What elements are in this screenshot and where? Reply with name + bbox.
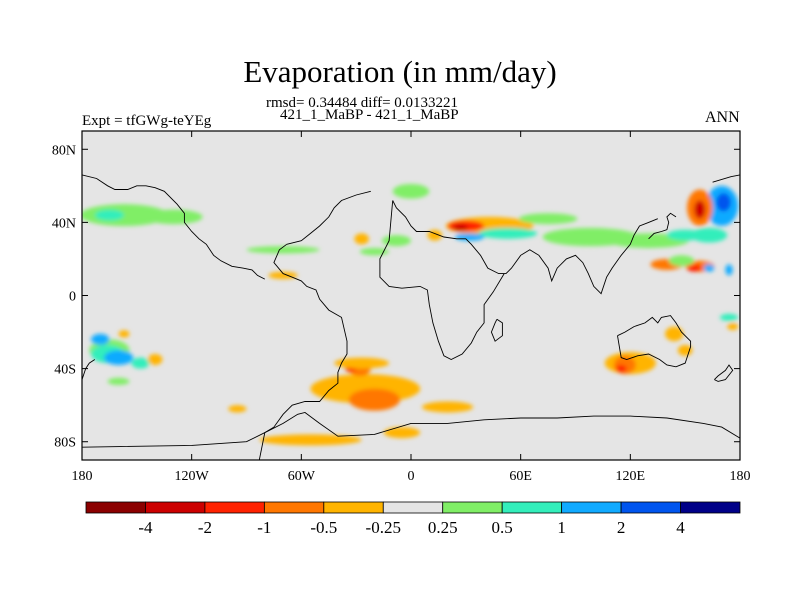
y-tick-label-1: 40N [52, 216, 76, 231]
anomaly-region-44 [383, 427, 421, 439]
anomaly-region-9 [694, 200, 706, 219]
anomaly-region-52 [719, 313, 739, 322]
coastline-layer [82, 174, 740, 460]
anomaly-region-20 [478, 227, 538, 239]
anomaly-region-25 [381, 235, 411, 247]
coastline-2 [392, 200, 658, 295]
anomaly-region-39 [348, 388, 401, 411]
colorbar-label-8: 2 [617, 518, 626, 537]
x-tick-label-6: 180 [730, 469, 751, 484]
colorbar-swatch-6 [442, 501, 503, 514]
coastline-9 [82, 412, 740, 448]
y-tick-label-4: 80S [54, 436, 76, 451]
coastline-0 [258, 243, 348, 460]
anomaly-region-35 [118, 330, 130, 338]
x-tick-label-2: 60W [288, 469, 316, 484]
anomaly-region-1 [144, 209, 203, 225]
colorbar-label-4: -0.25 [366, 518, 401, 537]
colorbar-swatch-5 [382, 501, 444, 514]
x-tick-label-4: 60E [509, 469, 532, 484]
anomaly-region-2 [94, 209, 125, 221]
colorbar-swatch-8 [561, 501, 622, 514]
anomaly-region-33 [91, 333, 110, 345]
coastline-11 [82, 174, 266, 280]
colorbar: -4 -2 -1 -0.5 -0.25 0.25 0.5 1 2 4 [85, 501, 741, 537]
colorbar-swatch-7 [501, 501, 563, 514]
x-tick-label-5: 120E [616, 469, 646, 484]
anomaly-region-16 [725, 264, 733, 276]
rmsd-diff-stats: rmsd= 0.34484 diff= 0.0133221 [266, 95, 459, 111]
anomaly-region-46 [228, 405, 247, 413]
coastline-3 [379, 200, 505, 361]
coastline-5 [617, 315, 692, 368]
colorbar-swatch-4 [323, 501, 384, 514]
colorbar-swatch-9 [620, 501, 681, 514]
anomaly-region-21 [518, 213, 578, 225]
season-label: ANN [705, 109, 740, 126]
anomaly-fill-layer [82, 184, 739, 446]
coastline-6 [648, 212, 677, 240]
anomaly-region-37 [107, 377, 130, 386]
anomaly-region-34 [131, 357, 150, 369]
colorbar-label-7: 1 [557, 518, 566, 537]
anomaly-region-24 [354, 233, 369, 245]
anomaly-region-10 [690, 227, 728, 243]
colorbar-swatch-3 [263, 501, 325, 514]
anomaly-region-36 [147, 353, 163, 365]
anomaly-region-27 [246, 246, 320, 254]
anomaly-region-19 [453, 224, 468, 232]
anomaly-region-14 [703, 264, 715, 272]
x-tick-label-1: 120W [175, 469, 210, 484]
colorbar-label-9: 4 [676, 518, 685, 537]
colorbar-label-3: -0.5 [310, 518, 337, 537]
colorbar-label-0: -4 [138, 518, 153, 537]
anomaly-region-13 [686, 264, 702, 272]
y-tick-label-0: 80N [52, 143, 76, 158]
anomaly-region-15 [668, 255, 695, 267]
colorbar-label-5: 0.25 [428, 518, 458, 537]
anomaly-region-50 [665, 326, 684, 342]
colorbar-swatch-1 [145, 501, 206, 514]
x-tick-label-0: 180 [72, 469, 93, 484]
anomaly-region-32 [103, 350, 134, 365]
anomaly-region-45 [421, 401, 474, 413]
colorbar-swatch-0 [85, 501, 146, 514]
anomaly-region-43 [259, 434, 362, 446]
x-tick-label-3: 0 [408, 469, 415, 484]
experiment-label: Expt = tfGWg-teYEg [82, 113, 212, 129]
coastline-4 [490, 318, 503, 342]
y-axis: 80N 40N 0 40S 80S [52, 143, 740, 451]
y-tick-label-3: 40S [54, 363, 76, 378]
coastline-8 [714, 364, 734, 382]
coastline-1 [286, 190, 371, 245]
run-comparison-label: 421_1_MaBP - 421_1_MaBP [280, 107, 459, 123]
y-tick-label-2: 0 [69, 290, 76, 305]
colorbar-label-2: -1 [257, 518, 271, 537]
colorbar-label-1: -2 [198, 518, 212, 537]
colorbar-swatch-2 [204, 501, 265, 514]
anomaly-region-28 [268, 271, 298, 280]
anomaly-region-0 [82, 204, 168, 227]
colorbar-label-6: 0.5 [492, 518, 513, 537]
colorbar-swatch-10 [680, 501, 741, 514]
coastline-10 [712, 174, 740, 183]
chart-title: Evaporation (in mm/day) [243, 54, 557, 89]
coastline-7 [82, 359, 96, 380]
anomaly-region-7 [716, 193, 731, 212]
anomaly-region-29 [359, 247, 390, 256]
anomaly-region-22 [454, 233, 485, 241]
map-plot-area [82, 131, 740, 460]
anomaly-region-53 [727, 322, 739, 331]
anomaly-region-49 [615, 364, 627, 373]
anomaly-region-42 [334, 357, 390, 369]
x-axis: 180 120W 60W 0 60E 120E 180 [72, 131, 751, 484]
anomaly-region-26 [392, 184, 430, 199]
